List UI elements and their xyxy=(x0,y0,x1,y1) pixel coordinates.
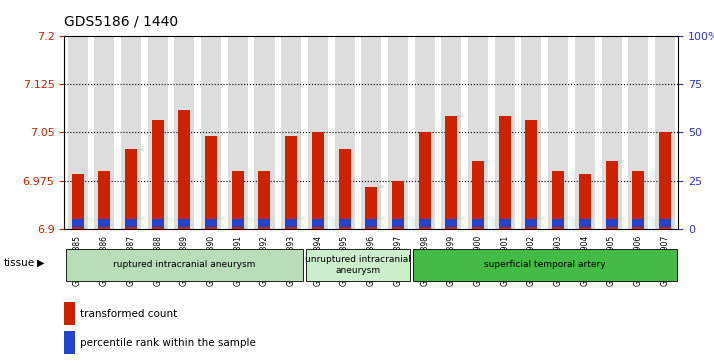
Bar xyxy=(338,148,351,229)
Bar xyxy=(605,219,618,227)
FancyBboxPatch shape xyxy=(66,249,303,281)
Bar xyxy=(548,36,568,229)
Bar xyxy=(521,36,541,229)
Bar xyxy=(64,331,75,354)
Bar xyxy=(71,174,84,229)
Bar xyxy=(659,132,671,229)
Bar xyxy=(361,36,381,229)
Bar xyxy=(579,219,591,227)
Bar xyxy=(633,219,644,227)
Bar xyxy=(151,219,164,227)
Bar xyxy=(526,120,538,229)
Bar xyxy=(628,36,648,229)
Bar xyxy=(418,219,431,227)
Bar xyxy=(99,219,110,227)
Bar xyxy=(258,219,271,227)
Text: GDS5186 / 1440: GDS5186 / 1440 xyxy=(64,15,178,29)
Bar xyxy=(366,187,377,229)
FancyBboxPatch shape xyxy=(306,249,410,281)
Bar xyxy=(312,132,324,229)
Bar xyxy=(254,36,274,229)
Bar xyxy=(601,36,622,229)
Text: unruptured intracranial
aneurysm: unruptured intracranial aneurysm xyxy=(305,255,411,275)
Bar xyxy=(366,219,377,227)
Bar xyxy=(99,171,110,229)
Bar xyxy=(178,110,191,229)
Bar xyxy=(201,36,221,229)
Bar xyxy=(446,219,458,227)
Bar xyxy=(468,36,488,229)
Bar xyxy=(472,161,484,229)
Bar xyxy=(205,219,217,227)
Bar xyxy=(472,219,484,227)
Bar xyxy=(68,36,88,229)
Bar xyxy=(64,302,75,325)
Text: superficial temporal artery: superficial temporal artery xyxy=(484,261,605,269)
Bar xyxy=(392,219,404,227)
Bar xyxy=(94,36,114,229)
Bar xyxy=(232,171,243,229)
Bar xyxy=(148,36,168,229)
Bar xyxy=(312,219,324,227)
Bar xyxy=(285,219,297,227)
Bar xyxy=(388,36,408,229)
Bar xyxy=(258,171,271,229)
Text: tissue: tissue xyxy=(4,258,35,268)
Bar xyxy=(655,36,675,229)
Bar xyxy=(499,117,511,229)
Bar xyxy=(495,36,515,229)
Bar xyxy=(232,219,243,227)
Bar xyxy=(71,219,84,227)
Bar xyxy=(605,161,618,229)
Bar xyxy=(415,36,435,229)
Bar xyxy=(228,36,248,229)
Bar xyxy=(499,219,511,227)
Bar xyxy=(125,219,137,227)
Bar xyxy=(441,36,461,229)
FancyBboxPatch shape xyxy=(413,249,677,281)
Bar xyxy=(526,219,538,227)
Bar xyxy=(392,181,404,229)
Text: ▶: ▶ xyxy=(37,258,45,268)
Bar xyxy=(281,36,301,229)
Bar xyxy=(178,219,191,227)
Bar xyxy=(446,117,458,229)
Bar xyxy=(552,219,564,227)
Bar xyxy=(418,132,431,229)
Bar xyxy=(579,174,591,229)
Text: percentile rank within the sample: percentile rank within the sample xyxy=(79,338,256,348)
Bar xyxy=(125,148,137,229)
Text: transformed count: transformed count xyxy=(79,309,177,319)
Bar xyxy=(575,36,595,229)
Bar xyxy=(285,136,297,229)
Bar xyxy=(308,36,328,229)
Bar xyxy=(338,219,351,227)
Bar xyxy=(552,171,564,229)
Bar xyxy=(121,36,141,229)
Bar xyxy=(335,36,355,229)
Bar xyxy=(174,36,194,229)
Bar xyxy=(205,136,217,229)
Bar xyxy=(659,219,671,227)
Bar xyxy=(633,171,644,229)
Text: ruptured intracranial aneurysm: ruptured intracranial aneurysm xyxy=(114,261,256,269)
Bar xyxy=(151,120,164,229)
